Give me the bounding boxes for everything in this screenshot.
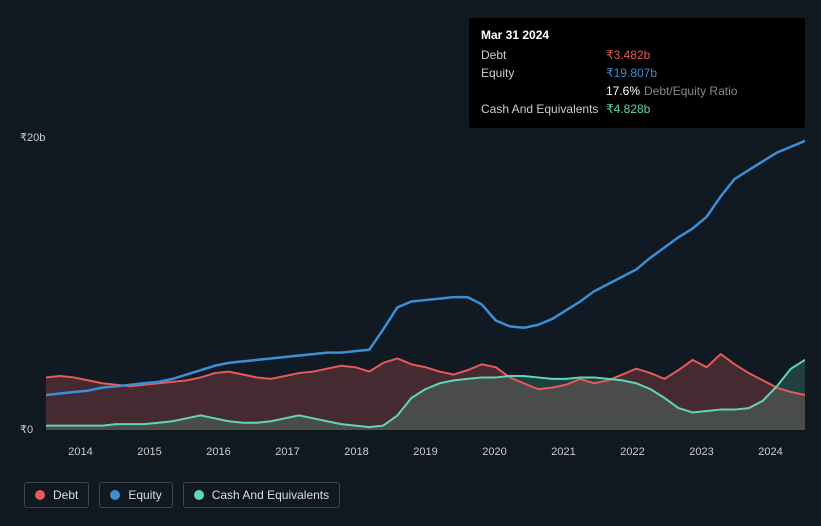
legend-label: Equity	[128, 488, 161, 502]
plot-area[interactable]	[46, 138, 805, 430]
legend-item-equity[interactable]: Equity	[99, 482, 172, 508]
x-axis: 2014 2015 2016 2017 2018 2019 2020 2021 2022 2023…	[46, 438, 805, 458]
x-tick-label: 2016	[206, 446, 230, 458]
chart-container: ₹0₹20b 201420152016201720182019202020212…	[16, 120, 805, 458]
y-tick-label: ₹20b	[20, 131, 45, 144]
tooltip-label: Debt	[481, 48, 606, 62]
x-tick-label: 2023	[689, 446, 713, 458]
tooltip-row: Debt₹3.482b	[481, 46, 793, 64]
tooltip-row: Cash And Equivalents₹4.828b	[481, 100, 793, 118]
x-tick-label: 2024	[758, 446, 782, 458]
x-tick-label: 2019	[413, 446, 437, 458]
x-tick-label: 2022	[620, 446, 644, 458]
legend-dot	[35, 490, 45, 500]
chart-tooltip: Mar 31 2024 Debt₹3.482bEquity₹19.807b17.…	[469, 18, 805, 128]
tooltip-ratio-suffix: Debt/Equity Ratio	[644, 84, 737, 98]
tooltip-value: ₹3.482b	[606, 48, 650, 62]
x-tick-label: 2020	[482, 446, 506, 458]
legend-label: Cash And Equivalents	[212, 488, 329, 502]
tooltip-row: Equity₹19.807b	[481, 64, 793, 82]
tooltip-row: 17.6% Debt/Equity Ratio	[481, 82, 793, 100]
legend-item-debt[interactable]: Debt	[24, 482, 89, 508]
tooltip-label: Equity	[481, 66, 606, 80]
x-tick-label: 2018	[344, 446, 368, 458]
x-tick-label: 2014	[68, 446, 92, 458]
legend-dot	[194, 490, 204, 500]
tooltip-value: ₹19.807b	[606, 66, 657, 80]
x-tick-label: 2021	[551, 446, 575, 458]
legend-dot	[110, 490, 120, 500]
legend-label: Debt	[53, 488, 78, 502]
series-line-equity	[46, 141, 805, 395]
legend-item-cash-and-equivalents[interactable]: Cash And Equivalents	[183, 482, 340, 508]
tooltip-value: ₹4.828b	[606, 102, 650, 116]
y-tick-label: ₹0	[20, 423, 33, 436]
x-tick-label: 2017	[275, 446, 299, 458]
tooltip-rows: Debt₹3.482bEquity₹19.807b17.6%Debt/Equit…	[481, 46, 793, 118]
tooltip-date: Mar 31 2024	[481, 28, 793, 42]
tooltip-label: Cash And Equivalents	[481, 102, 606, 116]
x-tick-label: 2015	[137, 446, 161, 458]
tooltip-label	[481, 84, 606, 98]
tooltip-value: 17.6%	[606, 84, 640, 98]
chart-svg	[46, 138, 805, 430]
legend: Debt Equity Cash And Equivalents	[24, 482, 340, 508]
